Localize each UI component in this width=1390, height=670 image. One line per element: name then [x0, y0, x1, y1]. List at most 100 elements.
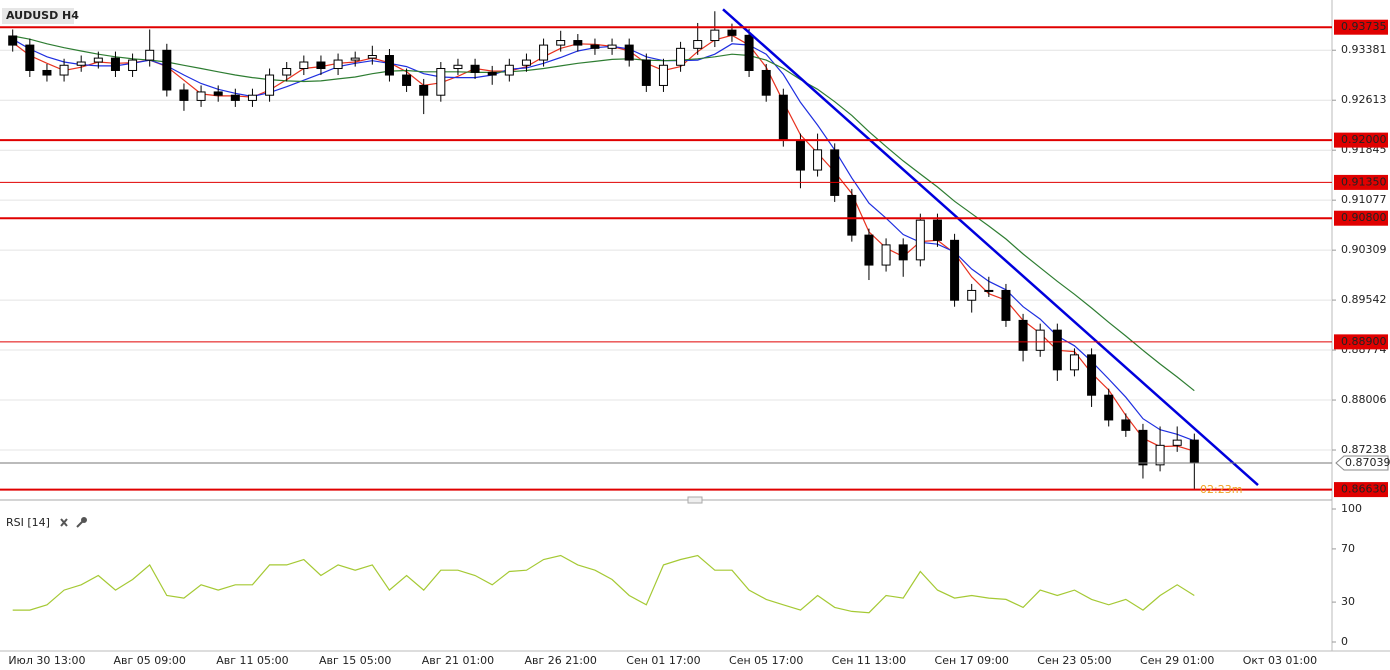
level-label: 0.88900 — [1341, 335, 1387, 348]
x-tick-label: Сен 05 17:00 — [729, 654, 803, 667]
y-tick-label: 30 — [1341, 595, 1355, 608]
y-tick-label: 0.92613 — [1341, 93, 1387, 106]
close-icon[interactable] — [60, 518, 68, 527]
candle-body — [761, 69, 771, 96]
x-tick-label: Сен 01 17:00 — [626, 654, 700, 667]
candle-body — [265, 74, 275, 96]
candle-body — [847, 194, 857, 236]
level-label: 0.93735 — [1341, 20, 1387, 33]
y-tick-label: 0.89542 — [1341, 293, 1387, 306]
candle-body — [658, 64, 668, 86]
candle-body — [624, 44, 634, 61]
candle-body — [693, 40, 703, 49]
candle-body — [864, 234, 874, 266]
candle-body — [744, 34, 754, 71]
candle-body — [607, 44, 617, 49]
candle-body — [8, 35, 18, 46]
current-price-label: 0.87039 — [1345, 456, 1390, 469]
candle-body — [487, 71, 497, 76]
candle-body — [1052, 329, 1062, 371]
moving-average — [12, 38, 1195, 442]
y-tick-label: 0.90309 — [1341, 243, 1387, 256]
level-label-box — [1334, 132, 1388, 148]
candle-body — [795, 139, 805, 171]
rsi-line — [12, 554, 1195, 614]
candle-body — [110, 57, 120, 71]
x-tick-label: Окт 03 01:00 — [1243, 654, 1317, 667]
candle-body — [915, 219, 925, 261]
level-label: 0.92000 — [1341, 133, 1387, 146]
x-tick-label: Сен 29 01:00 — [1140, 654, 1214, 667]
level-label: 0.86630 — [1341, 483, 1387, 496]
y-tick-label: 0.93381 — [1341, 43, 1387, 56]
candle-body — [247, 94, 257, 101]
panel-grip[interactable] — [687, 496, 703, 504]
candle-body — [881, 244, 891, 266]
x-tick-label: Авг 21 01:00 — [422, 654, 494, 667]
candle-body — [521, 59, 531, 66]
candle-body — [333, 59, 343, 70]
candle-body — [898, 244, 908, 261]
candle-body — [42, 69, 52, 76]
candle-body — [470, 64, 480, 73]
y-tick-label: 70 — [1341, 542, 1355, 555]
x-tick-label: Сен 17 09:00 — [935, 654, 1009, 667]
y-tick-label: 0.88006 — [1341, 393, 1387, 406]
title-box — [2, 8, 74, 24]
candle-body — [1069, 354, 1079, 371]
candle-body — [196, 91, 206, 101]
candle-body — [1018, 319, 1028, 351]
chart-title: AUDUSD H4 — [6, 9, 79, 22]
candle-body — [299, 61, 309, 70]
candle-body — [1172, 439, 1182, 446]
candle-body — [830, 149, 840, 196]
candle-body — [179, 89, 189, 101]
candle-body — [213, 91, 223, 96]
candle-body — [230, 94, 240, 101]
candle-body — [25, 44, 35, 71]
candle-body — [453, 64, 463, 70]
candle-body — [128, 59, 138, 71]
candle-body — [76, 61, 86, 66]
x-tick-label: Авг 11 05:00 — [216, 654, 288, 667]
current-price-box — [1335, 455, 1389, 471]
candle-body — [367, 55, 377, 59]
y-tick-label: 0 — [1341, 635, 1348, 648]
x-tick-label: Сен 23 05:00 — [1037, 654, 1111, 667]
candle-body — [1035, 329, 1045, 351]
level-label: 0.91350 — [1341, 175, 1387, 188]
x-tick-label: Июл 30 13:00 — [8, 654, 85, 667]
candle-body — [504, 64, 514, 76]
candle-body — [967, 289, 977, 301]
candle-body — [402, 74, 412, 86]
candle-body — [590, 44, 600, 49]
candle-body — [282, 68, 292, 76]
candle-body — [1121, 419, 1131, 431]
candle-body — [573, 40, 583, 46]
level-label-box — [1334, 482, 1388, 498]
candle-body — [436, 68, 446, 96]
level-label-box — [1334, 19, 1388, 35]
y-tick-label: 0.91077 — [1341, 193, 1387, 206]
moving-average — [12, 35, 1195, 392]
candle-body — [419, 84, 429, 96]
x-tick-label: Авг 05 09:00 — [113, 654, 185, 667]
candle-body — [950, 239, 960, 301]
candle-body — [984, 289, 994, 292]
candle-body — [813, 149, 823, 171]
candle-body — [676, 47, 686, 66]
candle-body — [1189, 439, 1199, 464]
candle-body — [1087, 354, 1097, 396]
level-label-box — [1334, 174, 1388, 190]
candle-body — [710, 29, 720, 42]
candle-body — [93, 57, 103, 63]
x-tick-label: Сен 11 13:00 — [832, 654, 906, 667]
candle-body — [556, 40, 566, 46]
level-label-box — [1334, 334, 1388, 350]
candle-body — [727, 29, 737, 36]
settings-icon[interactable] — [76, 517, 87, 528]
candle-body — [932, 219, 942, 241]
